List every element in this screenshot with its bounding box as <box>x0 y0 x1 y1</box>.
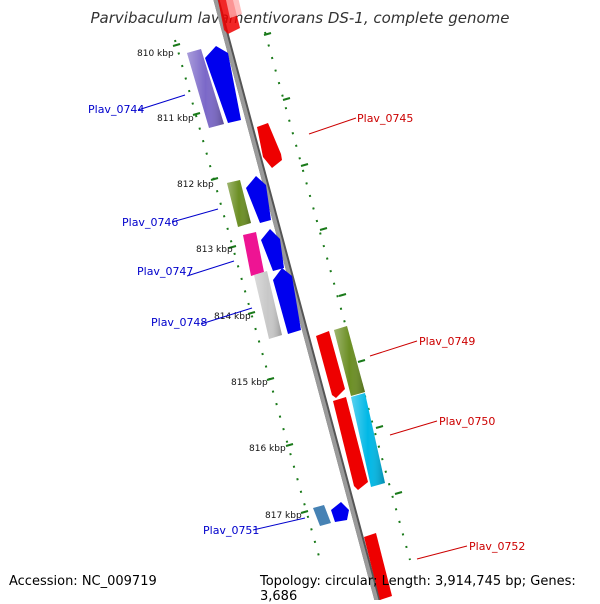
tick-label-810: 810 kbp <box>137 49 174 59</box>
gene-plav-0748-arrow[interactable] <box>273 268 301 334</box>
gene-label-plav-0752[interactable]: Plav_0752 <box>469 540 525 553</box>
tick-label-816: 816 kbp <box>249 444 286 454</box>
accession-label: Accession: NC_009719 <box>9 574 157 589</box>
gene-plav-0750-arrow[interactable] <box>333 397 368 490</box>
label-connectors-minus <box>137 94 306 531</box>
gene-plav-0744-arrow[interactable] <box>205 46 241 123</box>
gene-plav-0747-arrow[interactable] <box>261 229 284 271</box>
label-connectors-plus <box>308 117 468 560</box>
gene-label-plav-0751[interactable]: Plav_0751 <box>203 524 259 537</box>
left-ruler-ticks <box>172 43 309 514</box>
tick-label-817: 817 kbp <box>265 511 302 521</box>
gene-label-plav-0746[interactable]: Plav_0746 <box>122 216 178 229</box>
genome-title: Parvibaculum lavamentivorans DS-1, compl… <box>90 9 510 27</box>
cog-bar-plav-0751 <box>313 505 331 526</box>
gene-label-plav-0749[interactable]: Plav_0749 <box>419 335 475 348</box>
gene-plav-0752-arrow[interactable] <box>364 533 392 600</box>
tick-label-815: 815 kbp <box>231 378 268 388</box>
gene-plav-0751-arrow[interactable] <box>331 502 349 522</box>
bar-shading <box>187 49 385 487</box>
cog-bar-plav-0747 <box>243 232 264 276</box>
tick-label-814: 814 kbp <box>214 312 251 322</box>
gene-label-plav-0745[interactable]: Plav_0745 <box>357 112 413 125</box>
right-ruler-ticks <box>263 32 403 495</box>
gene-plav-0749-arrow[interactable] <box>316 331 345 398</box>
partial-feature-top-pink <box>226 0 242 18</box>
ruler-right <box>264 31 411 561</box>
tick-label-811: 811 kbp <box>157 114 194 124</box>
gene-label-plav-0750[interactable]: Plav_0750 <box>439 415 495 428</box>
gene-label-plav-0747[interactable]: Plav_0747 <box>137 265 193 278</box>
gene-label-plav-0748[interactable]: Plav_0748 <box>151 316 207 329</box>
gene-plav-0746-arrow[interactable] <box>246 176 271 223</box>
gene-label-plav-0744[interactable]: Plav_0744 <box>88 103 144 116</box>
tick-label-813: 813 kbp <box>196 245 233 255</box>
gene-plav-0745-arrow[interactable] <box>257 123 282 168</box>
tick-label-812: 812 kbp <box>177 180 214 190</box>
